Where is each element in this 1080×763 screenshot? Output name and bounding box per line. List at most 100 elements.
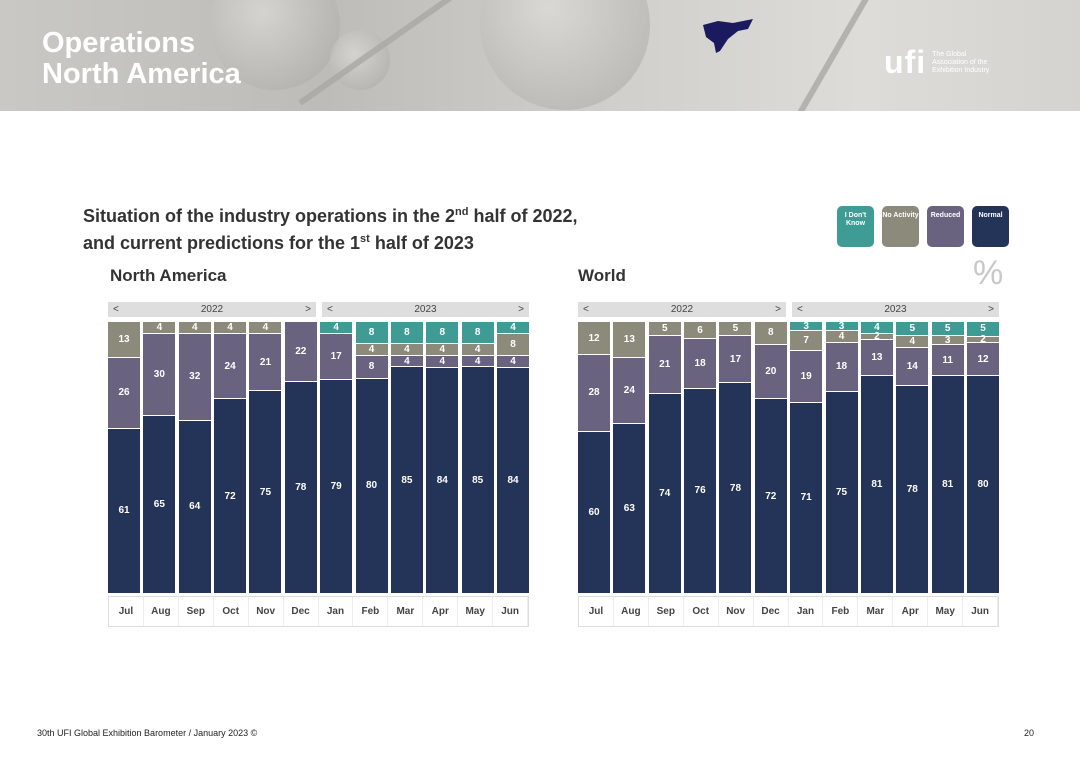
data-label: 72 [765,490,777,502]
data-label: 4 [333,321,339,333]
bar-segment-reduced: 19 [790,349,823,402]
chart-heading: Situation of the industry operations in … [83,206,578,253]
bar-segment-reduced: 8 [355,355,388,378]
bar-segment-normal: 84 [497,366,529,593]
bar-may: 85 4 4 8 [461,321,494,593]
year-label: 2023 [414,304,437,315]
bar-segment-normal: 84 [426,366,459,593]
next-arrow[interactable]: > [988,304,994,315]
bar-segment-reduced: 32 [178,332,211,420]
month-tick-label: Aug [144,597,179,626]
data-label: 78 [729,482,742,494]
prev-arrow[interactable]: < [327,304,333,315]
year-label: 2022 [670,304,694,315]
month-tick-label: Oct [214,597,249,626]
logo-tagline: The Global Association of the Exhibition… [932,50,990,74]
data-label: 78 [906,484,918,496]
bar-segment-no-activity: 4 [461,343,494,356]
bar-segment-i-don-t-know: 5 [931,320,964,336]
next-arrow[interactable]: > [305,304,311,315]
prev-arrow[interactable]: < [797,304,803,315]
bar-segment-no-activity: 4 [390,343,423,355]
bar-segment-no-activity: 4 [214,320,247,333]
header-banner: Operations North America ufi The Global … [0,0,1080,111]
bar-segment-reduced: 4 [390,354,423,367]
data-label: 4 [510,321,516,333]
next-arrow[interactable]: > [518,304,524,315]
bar-segment-i-don-t-know: 3 [825,321,858,332]
data-label: 12 [588,332,600,344]
bar-aug: 63 24 13 [613,321,646,593]
data-label: 8 [439,327,446,339]
data-label: 85 [401,474,413,486]
data-label: 5 [909,323,916,335]
data-label: 81 [871,478,883,490]
bar-segment-no-activity: 4 [355,343,388,356]
ufi-logo: ufi The Global Association of the Exhibi… [884,44,1002,81]
data-label: 4 [909,336,916,348]
data-label: 5 [732,323,739,335]
bar-feb: 75 18 4 3 [825,321,858,593]
bar-segment-normal: 78 [896,385,929,593]
data-label: 4 [156,321,163,333]
bar-segment-no-activity: 5 [648,321,681,336]
bar-segment-no-activity: 4 [178,321,211,333]
bar-segment-normal: 76 [684,387,717,593]
data-label: 3 [803,320,809,332]
month-tick-label: Jan [789,597,824,626]
data-label: 2 [874,330,880,342]
month-tick-label: Dec [284,597,319,626]
data-label: 4 [439,356,446,368]
footer-text: 30th UFI Global Exhibition Barometer / J… [37,728,258,738]
bar-sep: 74 21 5 [648,321,681,593]
bar-segment-normal: 80 [967,375,999,593]
prev-arrow[interactable]: < [583,304,589,315]
bar-segment-reduced: 12 [967,341,999,376]
bar-segment-reduced: 18 [684,338,717,388]
data-label: 81 [942,478,954,490]
prev-arrow[interactable]: < [113,304,119,315]
logo-text: ufi [884,44,927,80]
month-tick-label: Feb [823,597,859,626]
bar-nov: 75 21 4 [249,321,282,593]
bar-oct: 72 24 4 [214,320,247,593]
data-label: 75 [259,486,272,498]
bar-feb: 80 8 4 8 [355,321,388,593]
bar-segment-normal: 75 [249,390,282,593]
month-tick-label: Feb [353,597,389,626]
month-axis: Jul Aug Sep Oct Nov Dec Jan Feb Mar Apr May Jun [578,596,999,627]
data-label: 7 [803,334,809,346]
bar-segment-no-activity: 4 [896,335,929,348]
bar-may: 81 11 3 5 [931,320,964,593]
data-label: 4 [474,344,481,356]
bar-segment-reduced: 22 [284,321,317,382]
bar-segment-reduced: 4 [461,354,494,367]
bar-segment-no-activity: 8 [754,321,787,344]
data-label: 30 [153,369,165,381]
bar-jul: 60 28 12 [578,321,610,593]
data-label: 26 [118,387,130,399]
bar-area: 61 26 13 65 30 4 64 32 4 72 24 4 75 21 4 78 22 79 17 4 80 8 4 8… [108,320,529,593]
bar-segment-normal: 81 [931,374,964,593]
bar-jul: 61 26 13 [108,321,140,593]
bar-segment-no-activity: 4 [143,321,176,333]
bar-segment-normal: 78 [284,381,317,593]
data-label: 18 [835,361,848,373]
data-label: 63 [623,502,635,514]
month-tick-label: Nov [719,597,754,626]
bar-segment-normal: 80 [355,377,388,593]
data-label: 84 [436,474,448,486]
bar-segment-reduced: 20 [754,343,787,399]
next-arrow[interactable]: > [775,304,781,315]
data-label: 6 [697,324,703,336]
legend-item: No Activity [882,206,919,247]
bar-segment-normal: 72 [214,398,247,593]
month-tick-label: Sep [649,597,684,626]
bar-segment-i-don-t-know: 8 [461,321,494,344]
data-label: 21 [259,356,272,368]
bar-segment-reduced: 11 [931,344,964,375]
bar-segment-reduced: 26 [108,356,140,428]
data-label: 4 [368,344,375,356]
data-label: 64 [189,501,201,513]
data-label: 85 [472,474,484,486]
